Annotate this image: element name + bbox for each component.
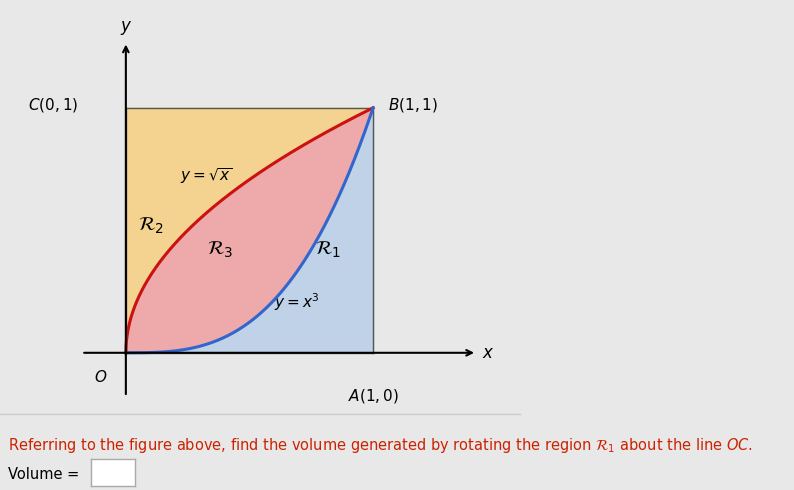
Text: $x$: $x$ <box>482 344 495 362</box>
Text: $y$: $y$ <box>120 19 132 37</box>
Text: $\mathcal{R}_2$: $\mathcal{R}_2$ <box>137 215 164 236</box>
Text: $O$: $O$ <box>94 369 108 385</box>
Text: $B(1, 1)$: $B(1, 1)$ <box>388 97 438 114</box>
Text: Referring to the figure above, find the volume generated by rotating the region : Referring to the figure above, find the … <box>8 437 753 455</box>
Text: $A(1, 0)$: $A(1, 0)$ <box>348 387 399 405</box>
Text: $y = \sqrt{x}$: $y = \sqrt{x}$ <box>180 166 233 186</box>
Text: Volume =: Volume = <box>8 467 84 482</box>
Text: $\mathcal{R}_1$: $\mathcal{R}_1$ <box>315 240 341 260</box>
Text: $C(0, 1)$: $C(0, 1)$ <box>29 97 79 114</box>
Text: $\mathcal{R}_3$: $\mathcal{R}_3$ <box>206 240 233 260</box>
Text: $y = x^3$: $y = x^3$ <box>274 292 320 313</box>
